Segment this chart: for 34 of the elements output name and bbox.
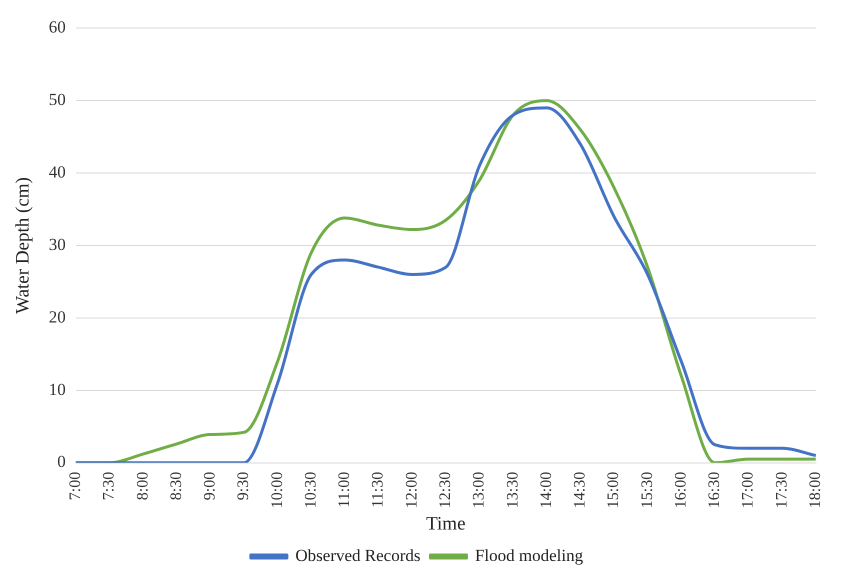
x-tick-label: 12:00 <box>403 472 420 508</box>
legend-label: Flood modeling <box>474 546 584 565</box>
y-tick-label: 20 <box>48 307 66 326</box>
y-axis-title: Water Depth (cm) <box>12 177 34 314</box>
x-tick-label: 10:30 <box>302 472 320 508</box>
y-tick-label: 30 <box>48 234 66 254</box>
x-tick-label: 17:30 <box>773 472 790 508</box>
x-tick-label: 17:00 <box>740 472 757 508</box>
x-tick-label: 10:00 <box>268 472 286 508</box>
x-tick-label: 8:00 <box>134 472 152 500</box>
x-tick-label: 14:30 <box>572 472 589 508</box>
x-tick-label: 13:30 <box>504 472 522 508</box>
x-tick-label: 7:30 <box>100 472 118 500</box>
x-tick-label: 14:00 <box>538 472 555 508</box>
x-tick-label: 8:30 <box>168 472 185 500</box>
y-tick-label: 10 <box>48 380 66 399</box>
x-tick-label: 12:30 <box>437 472 454 508</box>
x-axis-title: Time <box>426 514 466 535</box>
x-tick-label: 11:30 <box>370 472 387 508</box>
x-tick-label: 16:30 <box>706 472 724 508</box>
x-tick-label: 9:30 <box>235 472 252 500</box>
x-tick-label: 15:30 <box>638 472 656 508</box>
x-tick-label: 16:00 <box>672 472 690 508</box>
x-tick-label: 11:00 <box>336 472 354 508</box>
y-tick-label: 0 <box>57 452 66 472</box>
legend-label: Observed Records <box>295 546 420 565</box>
x-tick-label: 13:00 <box>470 472 488 508</box>
y-tick-label: 50 <box>48 90 66 110</box>
y-tick-label: 40 <box>48 162 66 182</box>
x-tick-label: 18:00 <box>807 472 824 508</box>
x-tick-label: 7:00 <box>67 472 84 500</box>
x-tick-label: 9:00 <box>202 472 219 500</box>
x-tick-label: 15:00 <box>605 472 622 508</box>
y-tick-label: 60 <box>48 18 66 37</box>
